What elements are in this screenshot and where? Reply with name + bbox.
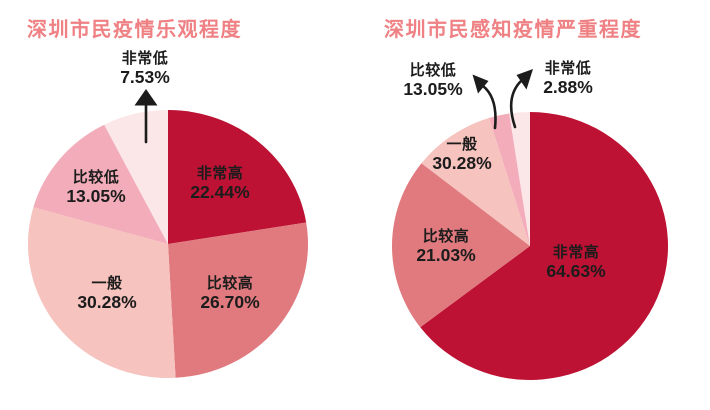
severity-very-low-callout-arrow [509,69,533,129]
optimism-label-rel-low: 比较低 13.05% [66,169,125,206]
slice-value: 30.28% [77,292,137,312]
slice-value: 30.28% [432,153,492,173]
optimism-label-rel-high: 比较高 26.70% [200,275,259,312]
severity-rel-low-callout-arrow [472,74,497,130]
severity-pie-slice-very-low [509,112,530,246]
slice-name: 非常低 [544,60,592,77]
optimism-chart-title: 深圳市民疫情乐观程度 [27,19,242,41]
slice-value: 22.44% [190,182,250,202]
slice-value: 64.63% [546,261,606,281]
severity-pie-slice-neutral [421,118,530,246]
arrow-head-icon [134,89,158,106]
optimism-pie [27,110,308,378]
slice-value: 21.03% [416,245,476,265]
optimism-pie-slice-neutral [27,207,176,378]
severity-pie-slice-rel-high [392,163,530,328]
arrow-head-icon [516,69,533,90]
slice-name: 非常高 [552,244,600,261]
arrow-shaft [481,84,497,130]
optimism-label-very-high: 非常高 22.44% [190,165,249,202]
slice-value: 2.88% [543,77,593,97]
severity-label-rel-low: 比较低 13.05% [403,62,462,99]
slice-name: 非常低 [121,50,169,67]
arrow-shaft [509,79,523,129]
optimism-pie-slice-very-high [168,110,307,244]
slice-name: 一般 [446,136,478,153]
severity-pie-slice-rel-low [489,113,530,247]
severity-label-neutral: 一般 30.28% [432,136,491,173]
optimism-pie-slice-rel-low [33,124,168,244]
optimism-very-low-callout-arrow [134,89,158,144]
optimism-label-neutral: 一般 30.28% [77,275,136,312]
severity-pie [392,112,669,381]
slice-name: 比较低 [72,169,120,186]
severity-pie-slice-very-high [420,112,669,381]
optimism-label-very-low: 非常低 7.53% [120,50,170,87]
slice-name: 比较低 [409,62,457,79]
slice-name: 比较高 [422,228,470,245]
slice-value: 26.70% [200,292,260,312]
slice-name: 比较高 [206,275,254,292]
severity-chart-title: 深圳市民感知疫情严重程度 [384,19,642,41]
slice-name: 一般 [91,275,123,292]
slice-value: 13.05% [403,79,463,99]
severity-label-rel-high: 比较高 21.03% [416,228,475,265]
slice-value: 13.05% [66,186,126,206]
severity-label-very-low: 非常低 2.88% [543,60,593,97]
severity-label-very-high: 非常高 64.63% [546,244,605,281]
optimism-pie-slice-rel-high [168,222,308,378]
arrow-head-icon [472,74,489,94]
slice-name: 非常高 [196,165,244,182]
optimism-pie-slice-very-low [104,110,168,244]
slice-value: 7.53% [120,67,170,87]
